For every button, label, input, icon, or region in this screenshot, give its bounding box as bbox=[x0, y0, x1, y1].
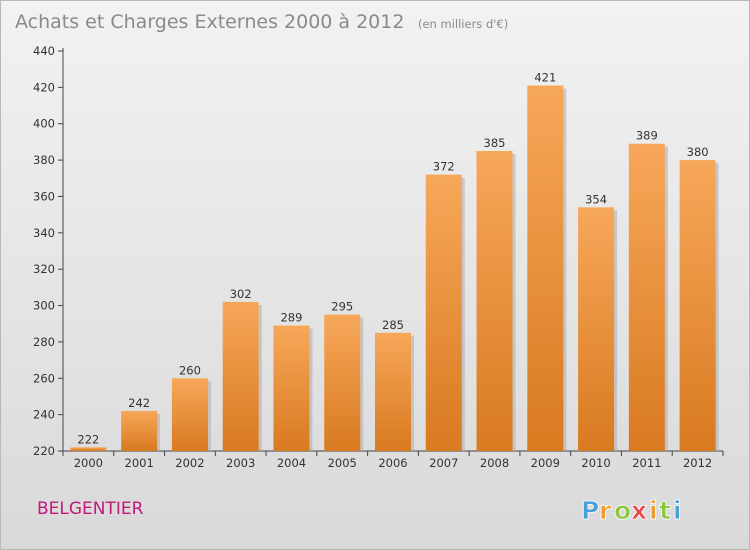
y-tick-label: 420 bbox=[33, 80, 55, 94]
y-tick-label: 280 bbox=[33, 335, 55, 349]
x-tick-label: 2000 bbox=[74, 456, 103, 470]
x-tick-label: 2005 bbox=[328, 456, 357, 470]
chart-subtitle: (en milliers d'€) bbox=[418, 17, 508, 31]
logo-letter: i bbox=[673, 496, 682, 525]
x-tick-label: 2002 bbox=[175, 456, 204, 470]
value-label: 389 bbox=[636, 129, 658, 143]
chart-title: Achats et Charges Externes 2000 à 2012 bbox=[15, 11, 404, 33]
bar bbox=[70, 447, 107, 451]
value-label: 421 bbox=[534, 71, 556, 85]
y-tick-label: 300 bbox=[33, 299, 55, 313]
logo-letter: i bbox=[649, 496, 658, 525]
logo-letter: r bbox=[599, 496, 612, 525]
bar bbox=[324, 314, 361, 451]
x-tick-label: 2010 bbox=[581, 456, 610, 470]
logo-letter: t bbox=[659, 496, 671, 525]
bar bbox=[476, 151, 513, 451]
bar bbox=[527, 85, 564, 451]
x-tick-labels: 2000 2001 2002 2003 2004 2005 2006 2007 2008 2009… bbox=[74, 456, 713, 470]
value-label: 222 bbox=[77, 432, 99, 446]
value-label: 260 bbox=[179, 363, 201, 377]
bar bbox=[679, 160, 716, 451]
value-label: 295 bbox=[331, 300, 353, 314]
logo-letter: o bbox=[614, 496, 631, 525]
x-tick-label: 2009 bbox=[531, 456, 560, 470]
y-tick-label: 440 bbox=[33, 44, 55, 58]
bar bbox=[578, 207, 615, 451]
x-tick-label: 2006 bbox=[378, 456, 407, 470]
bar bbox=[628, 143, 665, 451]
value-label: 385 bbox=[484, 136, 506, 150]
value-label: 242 bbox=[128, 396, 150, 410]
value-labels: 222 242 260 302 289 295 285 372 385 421 354 389 380 bbox=[77, 71, 708, 447]
value-label: 354 bbox=[585, 192, 607, 206]
x-tick-label: 2003 bbox=[226, 456, 255, 470]
value-label: 380 bbox=[687, 145, 709, 159]
x-tick-label: 2012 bbox=[683, 456, 712, 470]
bar bbox=[375, 332, 411, 451]
value-label: 285 bbox=[382, 318, 404, 332]
y-tick-label: 240 bbox=[33, 408, 55, 422]
x-tick-label: 2004 bbox=[277, 456, 306, 470]
logo-letter: x bbox=[631, 496, 647, 525]
bar bbox=[273, 325, 310, 451]
y-tick-label: 220 bbox=[33, 444, 55, 458]
value-label: 302 bbox=[230, 287, 252, 301]
bars bbox=[70, 85, 719, 452]
value-label: 372 bbox=[433, 160, 455, 174]
x-tick-label: 2001 bbox=[125, 456, 154, 470]
y-tick-label: 320 bbox=[33, 262, 55, 276]
bar bbox=[222, 301, 259, 451]
bar bbox=[425, 174, 462, 452]
bar bbox=[121, 411, 158, 451]
x-tick-label: 2007 bbox=[429, 456, 458, 470]
y-tick-label: 360 bbox=[33, 189, 55, 203]
y-tick-label: 340 bbox=[33, 226, 55, 240]
logo-letter: P bbox=[581, 496, 599, 525]
x-tick-label: 2011 bbox=[632, 456, 661, 470]
x-tick-label: 2008 bbox=[480, 456, 509, 470]
y-tick-label: 260 bbox=[33, 371, 55, 385]
place-name: BELGENTIER bbox=[37, 499, 144, 519]
bar bbox=[171, 378, 208, 451]
y-tick-labels: 220 240 260 280 300 320 340 360 380 400 420 440 bbox=[33, 44, 55, 458]
value-label: 289 bbox=[280, 311, 302, 325]
y-tick-label: 400 bbox=[33, 117, 55, 131]
y-tick-label: 380 bbox=[33, 153, 55, 167]
